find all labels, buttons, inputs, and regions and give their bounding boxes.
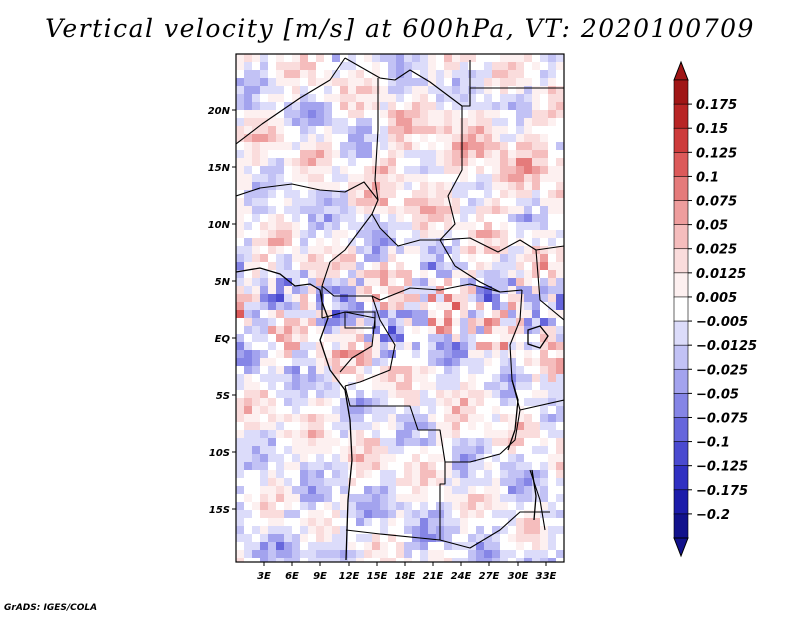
colorbar-label: 0.15 <box>696 122 728 137</box>
colorbar-label: 0.1 <box>696 170 719 185</box>
lon-labels: 3E 6E 9E 12E 15E 18E 21E 24E 27E 30E 33E <box>257 571 556 582</box>
lat-label: EQ <box>215 334 231 345</box>
colorbar-segment <box>673 272 689 298</box>
colorbar-label: −0.025 <box>696 363 748 378</box>
colorbar-label: 0.005 <box>696 291 737 306</box>
lat-label: 10N <box>208 220 231 231</box>
colorbar-segment <box>673 344 689 370</box>
velocity-field <box>236 54 564 562</box>
lat-label: 5S <box>216 391 230 402</box>
border-niger-nigeria <box>236 181 379 201</box>
colorbar-segment <box>673 224 689 250</box>
border-niger-chad <box>371 78 379 215</box>
colorbar-segment <box>673 79 689 105</box>
lon-label: 18E <box>395 571 416 582</box>
lon-label: 6E <box>285 571 299 582</box>
colorbar-labels: 0.175 0.15 0.125 0.1 0.075 0.05 0.025 0.0125 0.0… <box>688 98 757 523</box>
colorbar-label: 0.125 <box>696 146 737 161</box>
lon-label: 3E <box>257 571 271 582</box>
lat-labels: 20N 15N 10N 5N EQ 5S 10S 15S <box>208 106 231 516</box>
grads-credit: GrADS: IGES/COLA <box>4 603 98 613</box>
lat-label: 5N <box>215 277 231 288</box>
colorbar-top-arrow <box>673 60 689 81</box>
colorbar-label: 0.025 <box>696 243 737 258</box>
lon-label: 12E <box>339 571 360 582</box>
border-congo-drc <box>344 295 396 387</box>
lon-label: 30E <box>508 571 529 582</box>
colorbar-segment <box>673 296 689 322</box>
plot-title: Vertical velocity [m/s] at 600hPa, VT: 2… <box>45 14 755 43</box>
colorbar-segment <box>673 489 689 515</box>
colorbar-segment <box>673 513 689 539</box>
colorbar-segment <box>673 176 689 202</box>
colorbar-segment <box>673 441 689 467</box>
border-mali-niger <box>236 57 346 145</box>
colorbar-label: 0.175 <box>696 98 737 113</box>
lon-label: 9E <box>313 571 327 582</box>
map-frame <box>235 53 565 563</box>
colorbar-segment <box>673 152 689 178</box>
colorbar-segment <box>673 393 689 419</box>
lake-victoria <box>527 325 549 349</box>
lake-malawi <box>531 469 537 521</box>
colorbar-segment <box>673 248 689 274</box>
country-borders <box>236 57 564 549</box>
lon-label: 33E <box>536 571 557 582</box>
colorbar-label: −0.125 <box>696 460 748 475</box>
border-sudan-ssudan <box>439 237 564 253</box>
border-angola-zambia <box>439 462 446 540</box>
lat-label: 15S <box>209 505 230 516</box>
colorbar-bottom-arrow <box>673 537 689 558</box>
colorbar-label: −0.075 <box>696 411 748 426</box>
border-angola-drc <box>344 385 501 463</box>
colorbar <box>673 60 689 558</box>
colorbar-segment <box>673 103 689 129</box>
lake-tanganyika <box>507 379 519 451</box>
lon-label: 15E <box>367 571 388 582</box>
colorbar-label: −0.1 <box>696 436 730 451</box>
colorbar-label: −0.005 <box>696 315 748 330</box>
border-gabon-congo <box>321 311 376 373</box>
border-car-south <box>321 283 501 301</box>
border-nigeria-cameroon <box>321 213 373 287</box>
colorbar-segment <box>673 368 689 394</box>
colorbar-label: 0.0125 <box>696 267 746 282</box>
lon-label: 21E <box>423 571 444 582</box>
colorbar-segment <box>673 417 689 443</box>
colorbar-label: −0.0125 <box>696 339 757 354</box>
border-uganda-kenya <box>535 249 564 321</box>
lat-label: 20N <box>208 106 231 117</box>
border-chad-car <box>371 213 440 247</box>
coastline <box>236 267 549 561</box>
colorbar-label: 0.05 <box>696 219 728 234</box>
border-ssudan-drc <box>454 265 523 293</box>
colorbar-label: −0.175 <box>696 484 748 499</box>
border-angola-namibia <box>345 529 441 541</box>
lat-label: 15N <box>208 163 231 174</box>
equatorial-guinea-border <box>344 311 376 329</box>
colorbar-label: −0.05 <box>696 387 739 402</box>
axis-ticks <box>232 109 547 566</box>
lat-label: 10S <box>209 448 230 459</box>
border-chad-sudan <box>439 106 463 267</box>
lon-label: 24E <box>451 571 472 582</box>
colorbar-label: 0.075 <box>696 195 737 210</box>
border-zambia-south <box>439 511 550 549</box>
colorbar-segment <box>673 200 689 226</box>
colorbar-label: −0.2 <box>696 508 730 523</box>
colorbar-segment <box>673 465 689 491</box>
colorbar-segment <box>673 127 689 153</box>
colorbar-segment <box>673 320 689 346</box>
gulf-of-guinea-coast <box>236 267 353 561</box>
border-tanzania <box>519 399 564 411</box>
lon-label: 27E <box>479 571 500 582</box>
